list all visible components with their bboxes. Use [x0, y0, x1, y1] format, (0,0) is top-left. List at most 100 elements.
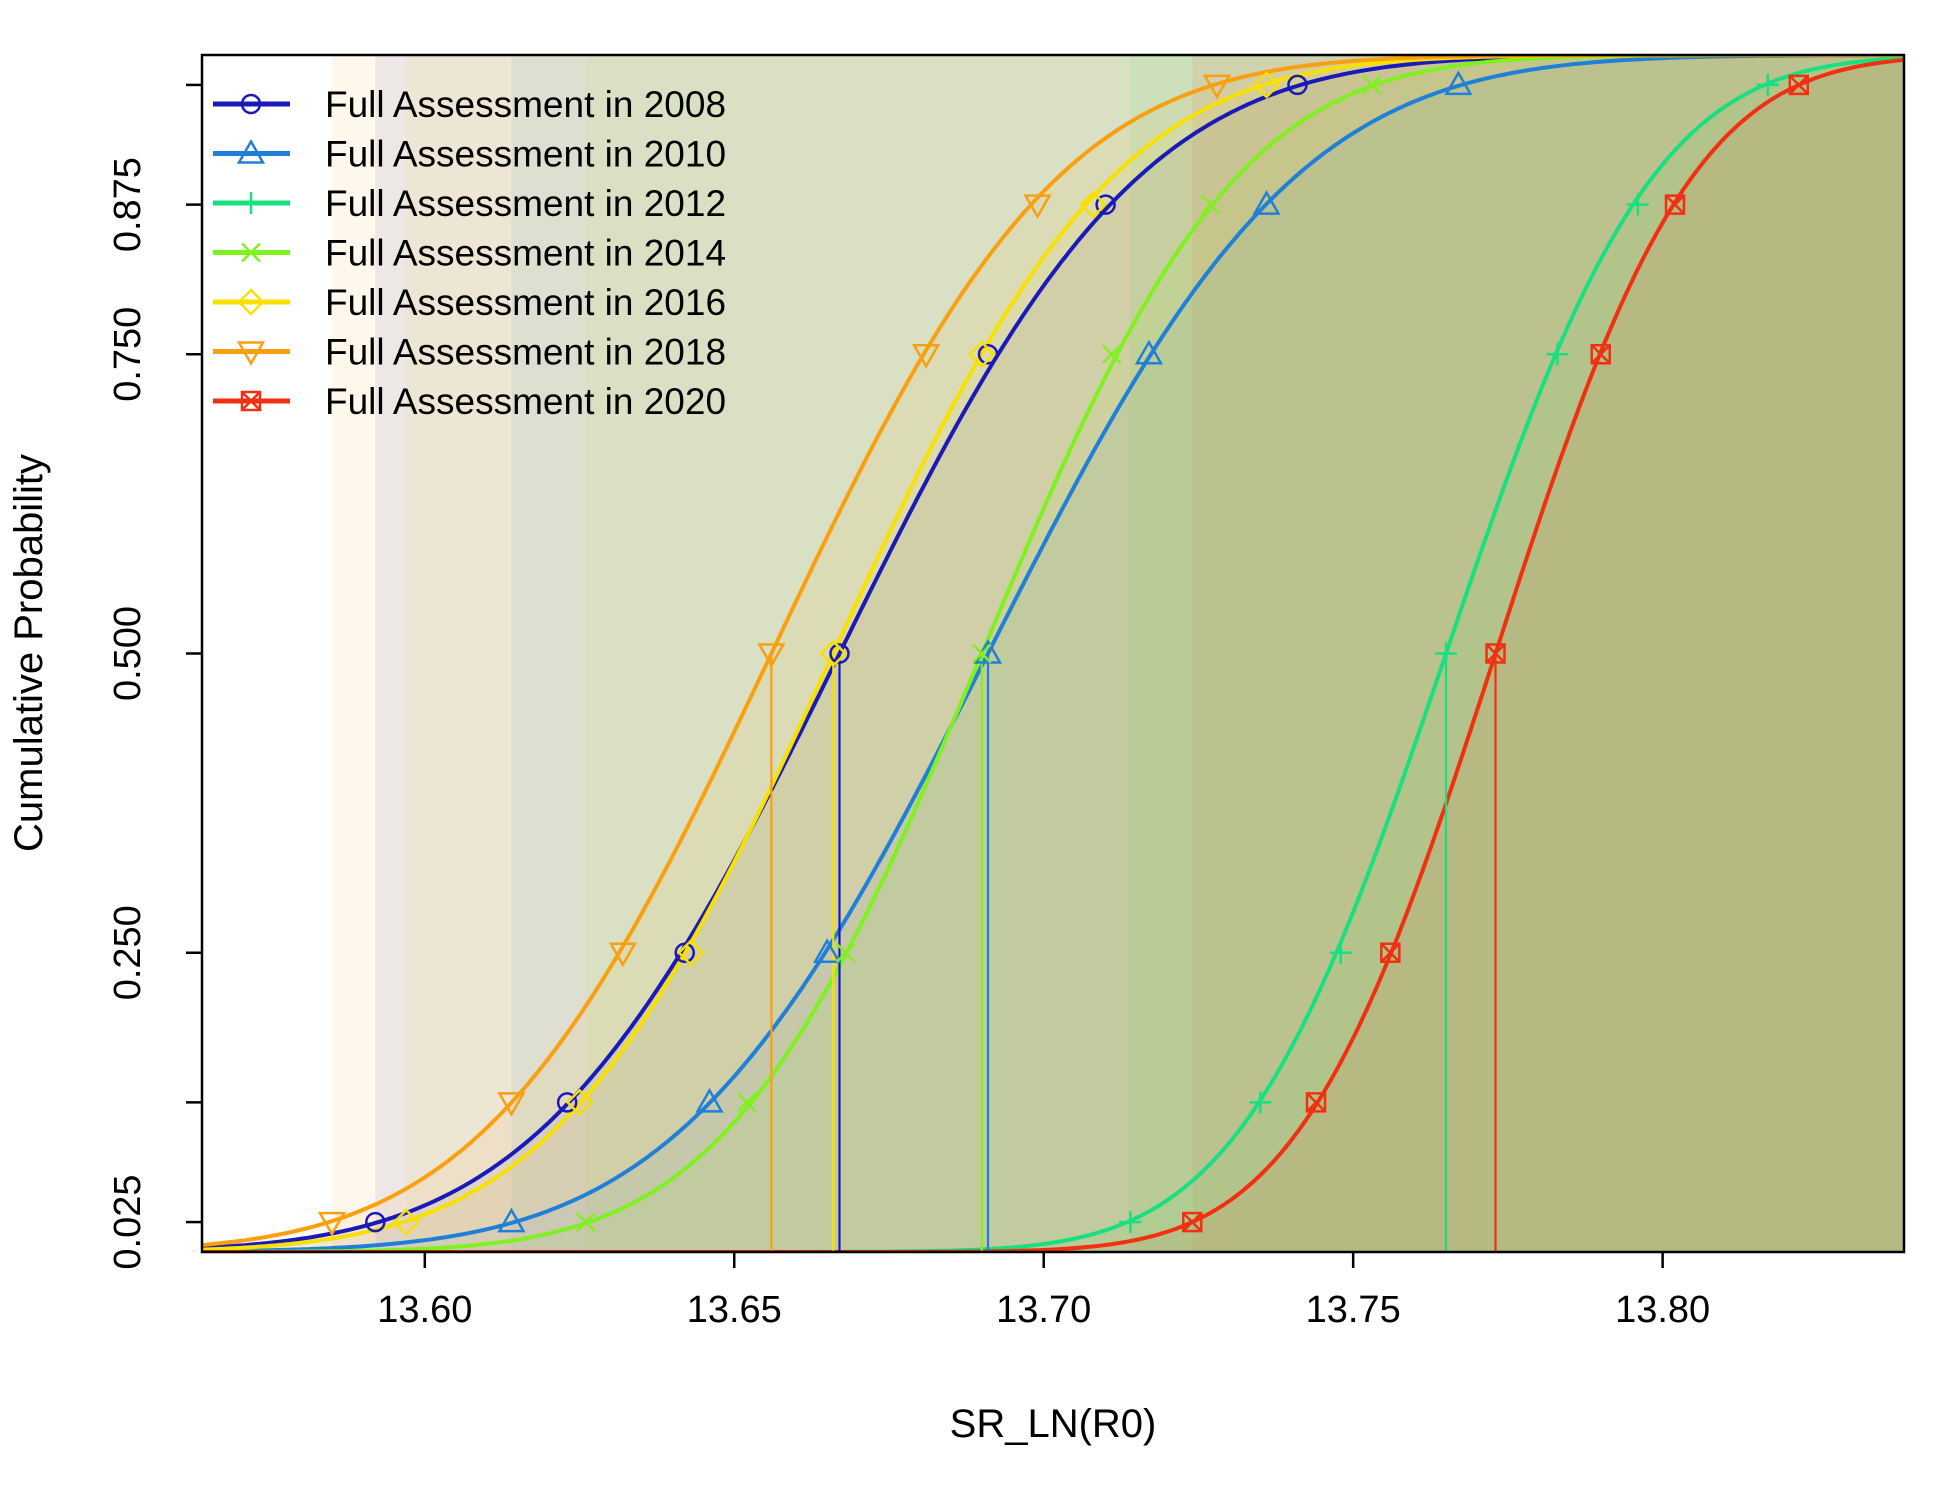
- marker-6-6-cross: [1788, 75, 1809, 95]
- area-3: [202, 55, 1904, 1252]
- marker-4-5-shape: [1079, 190, 1107, 219]
- y-tick-label-4: 0.875: [107, 157, 149, 252]
- marker-5-2-shape: [608, 942, 638, 968]
- marker-6-3-shape: [1485, 643, 1506, 664]
- legend-item-6: Full Assessment in 2020: [213, 381, 726, 422]
- marker-6-0-shape: [1182, 1211, 1203, 1233]
- marker-1-2: [812, 938, 842, 963]
- cdf-line-1: [202, 55, 1904, 1252]
- legend-marker-6-cross: [241, 391, 261, 411]
- marker-5-5-shape: [1023, 194, 1052, 220]
- y-axis-label: Cumulative Probability: [7, 454, 51, 852]
- marker-3-0-shape: [575, 1212, 596, 1232]
- marker-2-2-shape: [1329, 941, 1352, 964]
- marker-4-1-shape: [565, 1088, 594, 1117]
- marker-5-6-shape: [1202, 74, 1232, 100]
- quantile-markers: [317, 70, 1810, 1237]
- marker-5-3-shape: [757, 643, 786, 669]
- marker-0-5: [1095, 194, 1116, 215]
- band-2: [1130, 55, 1904, 1252]
- marker-3-5: [1200, 194, 1221, 215]
- marker-5-2: [608, 942, 638, 968]
- band-1: [511, 55, 1904, 1252]
- legend-label-5: Full Assessment in 2018: [325, 332, 726, 373]
- marker-3-1: [736, 1092, 757, 1113]
- marker-2-1-shape: [1249, 1091, 1272, 1114]
- marker-3-6-shape: [1361, 75, 1382, 95]
- marker-6-4-shape: [1590, 344, 1611, 365]
- marker-5-6: [1202, 74, 1232, 100]
- legend-marker-1-shape: [236, 138, 266, 164]
- marker-5-0: [317, 1211, 347, 1237]
- x-tick-label-4: 13.80: [1615, 1289, 1710, 1331]
- legend-marker-6-shape: [240, 390, 262, 412]
- legend-marker-0: [240, 93, 262, 115]
- marker-4-0: [392, 1208, 421, 1236]
- marker-2-6: [1756, 73, 1779, 96]
- legend-item-3: Full Assessment in 2014: [213, 233, 726, 274]
- marker-4-1: [565, 1088, 594, 1117]
- legend-label-3: Full Assessment in 2014: [325, 233, 726, 274]
- x-tick-label-3: 13.75: [1306, 1289, 1401, 1331]
- marker-6-0-cross: [1182, 1212, 1203, 1232]
- marker-5-1-shape: [497, 1092, 526, 1117]
- marker-2-6-shape: [1756, 73, 1779, 96]
- band-3: [585, 55, 1904, 1252]
- marker-6-5-shape: [1664, 194, 1686, 215]
- marker-3-4-shape: [1101, 344, 1122, 365]
- marker-6-1-shape: [1305, 1092, 1327, 1113]
- marker-0-0: [365, 1211, 386, 1233]
- probability-bands: [202, 55, 1904, 1252]
- legend-label-1: Full Assessment in 2010: [325, 134, 726, 175]
- legend-item-0: Full Assessment in 2008: [213, 84, 726, 125]
- y-tick-label-3: 0.750: [107, 307, 149, 402]
- legend-label-4: Full Assessment in 2016: [325, 282, 726, 323]
- marker-5-0-shape: [317, 1211, 347, 1237]
- marker-6-5: [1664, 194, 1686, 215]
- y-tick-label-2: 0.500: [107, 606, 149, 701]
- marker-0-4: [977, 344, 999, 365]
- legend-label-0: Full Assessment in 2008: [325, 84, 726, 125]
- marker-2-3: [1435, 642, 1458, 665]
- band-0: [375, 55, 1904, 1252]
- legend-marker-3: [241, 242, 261, 263]
- marker-5-1: [497, 1092, 526, 1117]
- marker-1-4-shape: [1134, 339, 1164, 365]
- marker-6-5-cross: [1665, 194, 1685, 215]
- marker-4-5: [1079, 190, 1107, 219]
- marker-0-1: [556, 1092, 578, 1113]
- cdf-line-2: [202, 55, 1904, 1252]
- legend-label-6: Full Assessment in 2020: [325, 381, 726, 422]
- marker-3-1-shape: [736, 1092, 757, 1113]
- marker-0-0-shape: [365, 1211, 386, 1233]
- marker-0-4-shape: [977, 344, 999, 365]
- legend-item-1: Full Assessment in 2010: [213, 134, 726, 175]
- band-4: [406, 55, 1904, 1252]
- marker-6-2-cross: [1380, 942, 1401, 963]
- area-5: [202, 55, 1904, 1252]
- marker-0-6-shape: [1287, 74, 1308, 96]
- area-6: [202, 60, 1904, 1252]
- marker-5-4: [911, 344, 941, 369]
- marker-1-0: [497, 1207, 526, 1233]
- marker-6-3-cross: [1485, 643, 1506, 664]
- legend-marker-1: [236, 138, 266, 164]
- marker-2-2: [1329, 941, 1352, 964]
- marker-2-4: [1546, 343, 1569, 366]
- marker-0-2-shape: [674, 942, 695, 963]
- x-tick-label-1: 13.65: [687, 1289, 782, 1331]
- legend-item-4: Full Assessment in 2016: [213, 282, 726, 323]
- legend-item-5: Full Assessment in 2018: [213, 332, 726, 373]
- marker-4-4-shape: [968, 340, 996, 369]
- marker-2-0: [1119, 1211, 1142, 1234]
- band-5: [331, 55, 1904, 1252]
- marker-5-3: [757, 643, 786, 669]
- marker-4-4: [968, 340, 996, 369]
- legend-marker-2: [240, 192, 262, 214]
- legend-marker-0-shape: [240, 93, 262, 115]
- band-6: [1192, 55, 1904, 1252]
- marker-1-6: [1444, 70, 1473, 96]
- marker-3-2: [835, 942, 856, 963]
- marker-2-5-shape: [1626, 193, 1649, 216]
